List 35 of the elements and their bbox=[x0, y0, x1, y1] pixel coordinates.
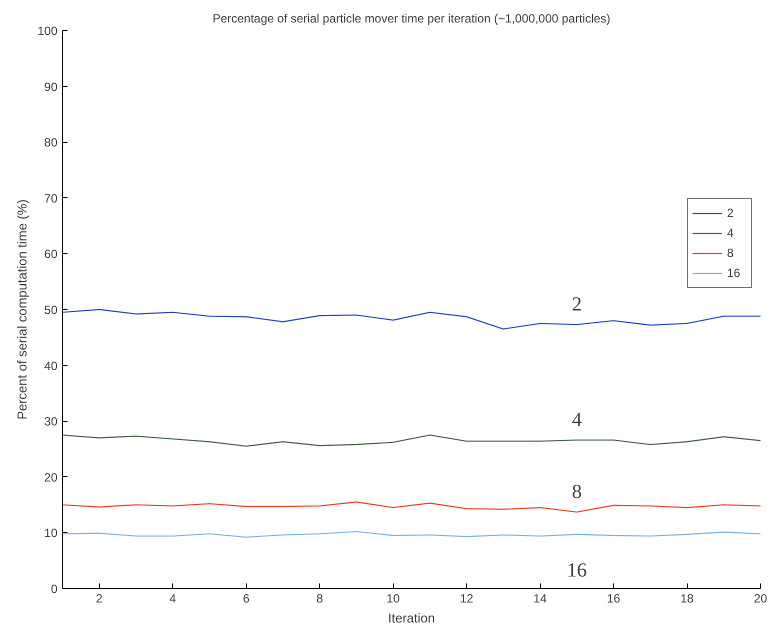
y-tick-label: 60 bbox=[44, 247, 58, 262]
x-tick-label: 2 bbox=[96, 592, 103, 606]
legend-label: 4 bbox=[727, 226, 735, 240]
y-tick-label: 10 bbox=[44, 526, 58, 540]
x-axis-title: Iteration bbox=[388, 610, 435, 626]
x-tick-label: 12 bbox=[460, 592, 474, 606]
x-tick-label: 18 bbox=[680, 592, 694, 606]
x-tick-label: 20 bbox=[754, 592, 768, 606]
x-tick-label: 8 bbox=[316, 592, 324, 606]
annotation: 2 bbox=[572, 294, 582, 316]
chart-title: Percentage of serial particle mover time per iteration (~1,000,000 particles) bbox=[212, 12, 610, 26]
y-tick-label: 80 bbox=[44, 136, 58, 150]
y-tick-label: 100 bbox=[37, 24, 58, 38]
legend-label: 2 bbox=[727, 206, 735, 220]
x-tick-label: 4 bbox=[169, 592, 176, 606]
legend-label: 16 bbox=[727, 266, 742, 280]
x-tick-label: 14 bbox=[533, 592, 548, 606]
y-tick-label: 40 bbox=[44, 358, 58, 373]
x-tick-label: 6 bbox=[242, 592, 250, 606]
annotation: 4 bbox=[572, 409, 582, 432]
y-axis-title: Percent of serial computation time (%) bbox=[14, 199, 30, 420]
annotation: 8 bbox=[572, 481, 582, 504]
annotation: 16 bbox=[566, 559, 587, 582]
line-series bbox=[62, 501, 760, 513]
x-tick-label: 10 bbox=[386, 592, 400, 606]
y-tick-label: 0 bbox=[50, 582, 58, 596]
y-tick-label: 90 bbox=[44, 80, 58, 94]
x-tick-label: 16 bbox=[606, 592, 621, 606]
line-series bbox=[62, 434, 760, 447]
y-tick-label: 50 bbox=[44, 303, 58, 317]
legend-label: 8 bbox=[727, 246, 735, 260]
y-tick-label: 20 bbox=[44, 470, 58, 484]
y-tick-label: 30 bbox=[44, 414, 58, 429]
y-tick-label: 70 bbox=[44, 191, 58, 206]
line-series bbox=[62, 308, 760, 330]
